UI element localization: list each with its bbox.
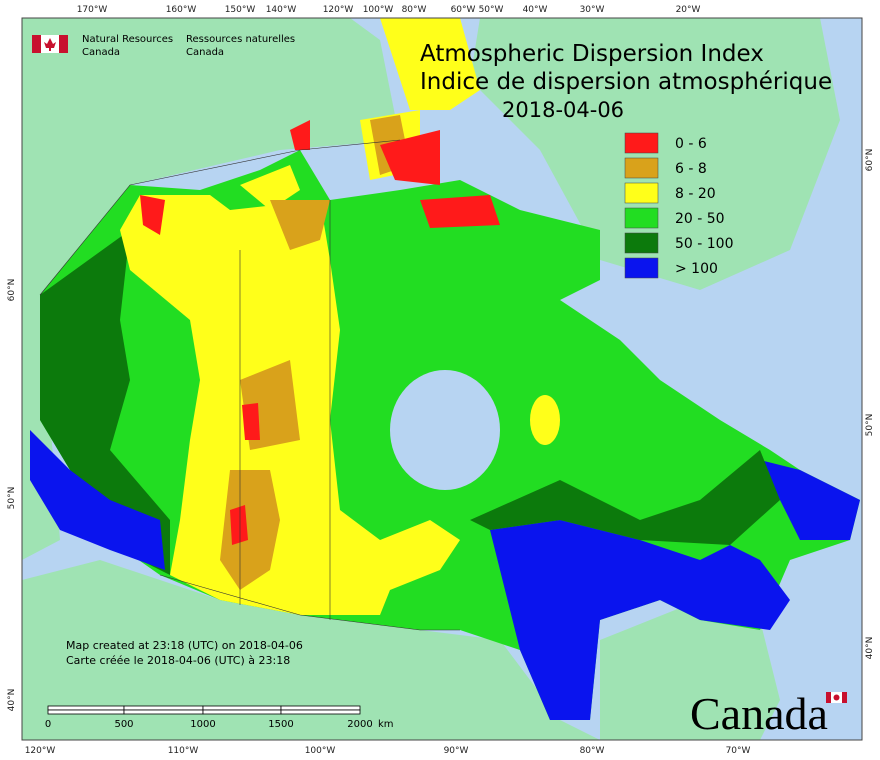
scale-unit: km bbox=[378, 719, 394, 730]
scale-segment bbox=[47, 705, 125, 711]
wordmark-leaf bbox=[833, 694, 840, 701]
scale-segment bbox=[280, 709, 361, 715]
lon-label: 20°W bbox=[676, 5, 701, 15]
agency-en: Canada bbox=[82, 47, 120, 58]
scale-label: 2000 bbox=[347, 719, 372, 730]
agency-header: Natural Resources Canada Ressources natu… bbox=[32, 34, 295, 58]
lon-label: 120°W bbox=[323, 5, 354, 15]
agency-fr: Canada bbox=[186, 47, 224, 58]
legend-label: 50 - 100 bbox=[675, 236, 734, 252]
borders bbox=[39, 139, 460, 631]
legend-label: 6 - 8 bbox=[675, 161, 707, 177]
legend-label: 20 - 50 bbox=[675, 211, 725, 227]
lon-label: 150°W bbox=[225, 5, 256, 15]
hudson-bay bbox=[390, 370, 500, 490]
legend-swatch bbox=[624, 182, 659, 204]
lat-label: 40°N bbox=[865, 637, 875, 660]
legend-swatch bbox=[624, 207, 659, 229]
frame bbox=[21, 17, 863, 741]
usa-east-land bbox=[600, 600, 780, 740]
east-100 bbox=[490, 460, 860, 720]
graticule-labels: 170°W 160°W 150°W 140°W 120°W 100°W 80°W 60°W 50… bbox=[7, 5, 875, 756]
lat-label: 60°N bbox=[7, 279, 17, 302]
lat-label: 50°N bbox=[865, 414, 875, 437]
scale-label: 1500 bbox=[268, 719, 293, 730]
usa-land bbox=[22, 560, 600, 740]
lon-label: 110°W bbox=[168, 746, 199, 756]
alaska-land bbox=[22, 18, 400, 560]
lon-label: 70°W bbox=[726, 746, 751, 756]
maple-leaf bbox=[44, 38, 56, 51]
scale-label: 1000 bbox=[190, 719, 215, 730]
agency-en: Natural Resources bbox=[82, 34, 173, 45]
wordmark-flag bbox=[842, 692, 847, 703]
wordmark-flag bbox=[826, 692, 831, 703]
wordmark: Canada bbox=[690, 688, 847, 739]
lon-label: 80°W bbox=[580, 746, 605, 756]
legend-label: 0 - 6 bbox=[675, 136, 707, 152]
scale-segment bbox=[280, 705, 361, 711]
canada-wordmark: Canada bbox=[690, 688, 828, 739]
scale-segment bbox=[202, 709, 282, 715]
scale-segment bbox=[47, 709, 125, 715]
legend-swatch bbox=[624, 257, 659, 279]
flag-band bbox=[32, 35, 41, 53]
title-fr: Indice de dispersion atmosphérique bbox=[420, 69, 832, 95]
east-50-100 bbox=[470, 450, 780, 545]
areas-6-8 bbox=[220, 115, 410, 590]
east-8-20 bbox=[530, 395, 560, 445]
lon-label: 120°W bbox=[25, 746, 56, 756]
lon-label: 100°W bbox=[305, 746, 336, 756]
lon-label: 140°W bbox=[266, 5, 297, 15]
lon-label: 170°W bbox=[77, 5, 108, 15]
lon-label: 50°W bbox=[479, 5, 504, 15]
created-fr: Carte créée le 2018-04-06 (UTC) à 23:18 bbox=[66, 654, 290, 667]
created-en: Map created at 23:18 (UTC) on 2018-04-06 bbox=[66, 639, 303, 652]
greenland bbox=[470, 18, 840, 290]
scale-segment bbox=[123, 709, 204, 715]
legend-swatch bbox=[624, 157, 659, 179]
scale-segment bbox=[202, 705, 282, 711]
scale-label: 0 bbox=[45, 719, 51, 730]
west-50-100 bbox=[40, 230, 170, 575]
title-date: 2018-04-06 bbox=[502, 98, 624, 122]
lon-label: 90°W bbox=[444, 746, 469, 756]
scale-label: 500 bbox=[114, 719, 133, 730]
scale-bar: 0 500 1000 1500 2000 km bbox=[45, 705, 394, 730]
lon-label: 100°W bbox=[363, 5, 394, 15]
legend-label: 8 - 20 bbox=[675, 186, 716, 202]
legend-swatch bbox=[624, 232, 659, 254]
scale-segment bbox=[123, 705, 204, 711]
legend-label: > 100 bbox=[675, 261, 718, 277]
west-coast-100 bbox=[30, 430, 165, 570]
title-en: Atmospheric Dispersion Index bbox=[420, 41, 764, 67]
lat-label: 40°N bbox=[7, 689, 17, 712]
lat-label: 60°N bbox=[865, 149, 875, 172]
lon-label: 30°W bbox=[580, 5, 605, 15]
legend: 0 - 6 6 - 8 8 - 20 20 - 50 50 - 100 > 100 bbox=[624, 132, 734, 279]
legend-swatch bbox=[624, 132, 659, 154]
agency-fr: Ressources naturelles bbox=[186, 34, 295, 45]
lon-label: 80°W bbox=[402, 5, 427, 15]
lon-label: 60°W bbox=[451, 5, 476, 15]
lon-label: 160°W bbox=[166, 5, 197, 15]
flag-band bbox=[59, 35, 68, 53]
map-frame bbox=[21, 17, 863, 741]
lon-label: 40°W bbox=[523, 5, 548, 15]
lat-label: 50°N bbox=[7, 487, 17, 510]
